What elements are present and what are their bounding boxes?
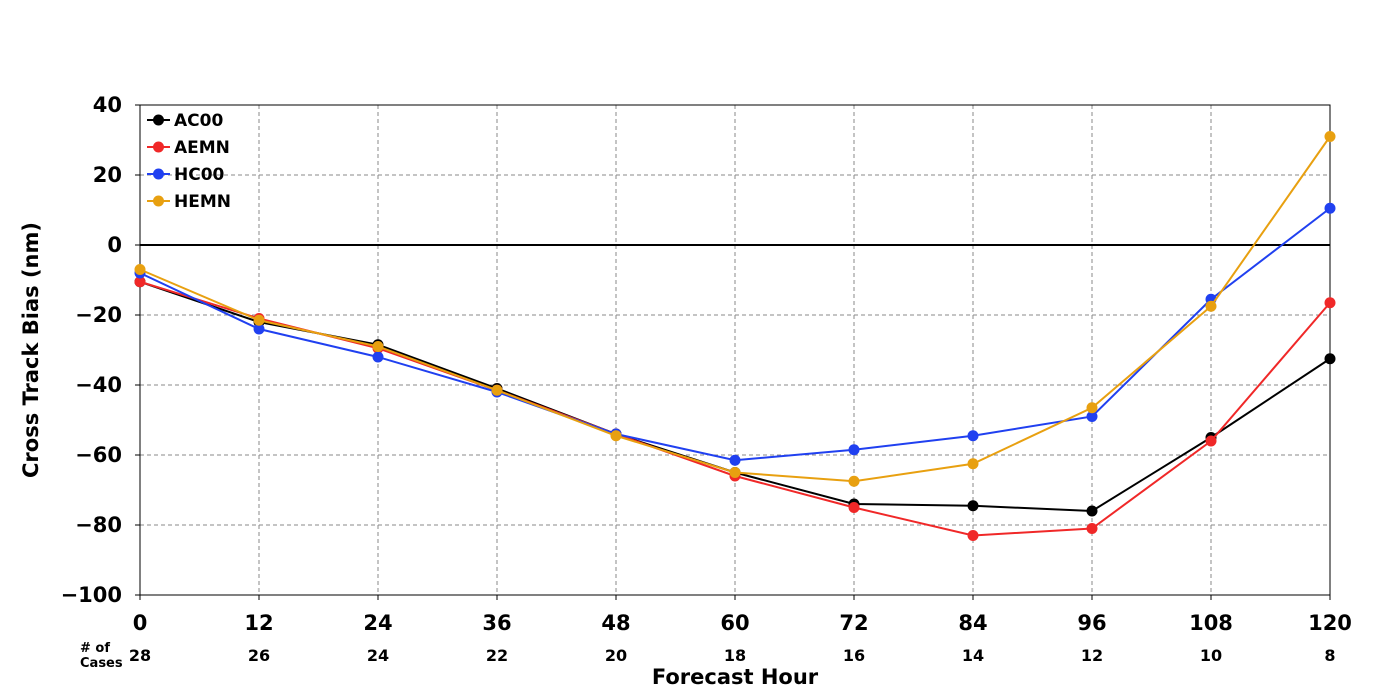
case-count: 16 xyxy=(843,646,865,665)
data-point xyxy=(729,454,741,466)
x-tick-label: 120 xyxy=(1308,611,1352,635)
legend-item-aemn: AEMN xyxy=(147,138,230,158)
data-point xyxy=(491,384,503,396)
data-point xyxy=(729,467,741,478)
data-point xyxy=(967,530,979,541)
legend-swatch-marker xyxy=(153,114,164,126)
case-count: 14 xyxy=(962,646,984,665)
x-tick-label: 36 xyxy=(482,611,511,635)
x-axis-ticks: 0 12 24 36 48 60 72 84 96 108 120 xyxy=(133,595,1352,635)
x-tick-label: 72 xyxy=(839,611,868,635)
x-tick-label: 84 xyxy=(958,611,987,635)
legend-label: HEMN xyxy=(174,192,231,212)
data-point xyxy=(848,502,860,513)
case-counts: 28 26 24 22 20 18 16 14 12 10 8 # of Cases xyxy=(80,641,1336,671)
legend-swatch-marker xyxy=(153,195,164,207)
data-point xyxy=(1324,202,1336,214)
x-tick-label: 96 xyxy=(1077,611,1106,635)
case-count: 8 xyxy=(1324,646,1335,665)
cases-label-line: Cases xyxy=(80,656,123,671)
x-tick-label: 12 xyxy=(244,611,273,635)
y-tick-label: −20 xyxy=(75,303,122,327)
data-point xyxy=(372,351,384,363)
cases-label-line: # of xyxy=(80,641,110,656)
data-point xyxy=(134,276,146,288)
y-tick-label: 0 xyxy=(107,233,122,257)
legend-swatch-marker xyxy=(153,168,164,180)
data-point xyxy=(1205,435,1217,447)
case-count: 12 xyxy=(1081,646,1103,665)
y-tick-label: −60 xyxy=(75,443,122,467)
data-point xyxy=(967,500,979,512)
legend-label: HC00 xyxy=(174,165,225,185)
legend-item-hemn: HEMN xyxy=(147,192,231,212)
data-point xyxy=(1086,402,1098,414)
data-point xyxy=(1205,300,1217,312)
data-point xyxy=(848,475,860,487)
case-count: 28 xyxy=(129,646,151,665)
series-hc00 xyxy=(134,202,1336,466)
data-point xyxy=(610,430,622,442)
data-point xyxy=(1324,131,1336,142)
y-tick-label: −40 xyxy=(75,373,122,397)
legend: AC00 AEMN HC00 HEMN xyxy=(147,111,231,212)
data-point xyxy=(372,341,384,352)
data-point xyxy=(848,444,860,456)
case-count: 24 xyxy=(367,646,389,665)
data-point xyxy=(253,323,265,335)
data-point xyxy=(253,314,265,326)
data-point xyxy=(1324,353,1336,365)
legend-label: AEMN xyxy=(174,138,230,158)
data-point xyxy=(134,264,146,275)
x-tick-label: 108 xyxy=(1189,611,1233,635)
case-count: 20 xyxy=(605,646,627,665)
y-tick-label: −80 xyxy=(75,513,122,537)
legend-item-ac00: AC00 xyxy=(147,111,223,131)
data-point xyxy=(1086,505,1098,517)
series-lines xyxy=(134,131,1336,541)
case-count: 10 xyxy=(1200,646,1222,665)
legend-swatch-marker xyxy=(153,141,164,153)
x-axis-title: Forecast Hour xyxy=(652,665,819,689)
case-count: 26 xyxy=(248,646,270,665)
x-tick-label: 60 xyxy=(720,611,749,635)
data-point xyxy=(1086,523,1098,534)
y-axis-ticks: 40 20 0 −20 −40 −60 −80 −100 xyxy=(61,93,140,607)
x-tick-label: 48 xyxy=(601,611,630,635)
y-tick-label: 20 xyxy=(93,163,122,187)
data-point xyxy=(1086,411,1098,422)
y-axis-title: Cross Track Bias (nm) xyxy=(19,222,43,478)
case-count: 22 xyxy=(486,646,508,665)
case-count: 18 xyxy=(724,646,746,665)
data-point xyxy=(1324,297,1336,309)
y-tick-label: 40 xyxy=(93,93,122,117)
legend-item-hc00: HC00 xyxy=(147,165,225,185)
data-point xyxy=(967,430,979,442)
series-hemn xyxy=(134,131,1336,487)
cases-label: # of Cases xyxy=(80,641,123,671)
x-tick-label: 0 xyxy=(133,611,148,635)
x-tick-label: 24 xyxy=(363,611,392,635)
grid-lines xyxy=(140,105,1330,595)
legend-label: AC00 xyxy=(174,111,223,131)
data-point xyxy=(967,458,979,470)
y-tick-label: −100 xyxy=(61,583,122,607)
